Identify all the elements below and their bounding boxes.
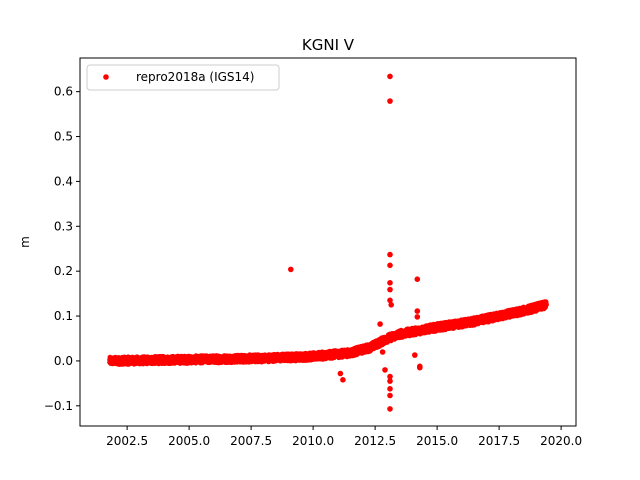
x-tick-label: 2002.5 [106, 434, 148, 448]
y-tick-label: 0.5 [54, 130, 73, 144]
x-tick-label: 2007.5 [230, 434, 272, 448]
y-axis: −0.1 0.0 0.1 0.2 0.3 0.4 0.5 0.6 [44, 85, 80, 413]
y-tick-label: 0.6 [54, 85, 73, 99]
outlier-point [387, 280, 393, 286]
outlier-point [387, 386, 393, 392]
outlier-point [388, 302, 395, 308]
x-tick-label: 2020.0 [540, 434, 582, 448]
y-axis-label: m [18, 236, 32, 248]
x-tick-label: 2005.0 [168, 434, 210, 448]
y-tick-label: 0.0 [54, 354, 73, 368]
outlier-point [412, 352, 418, 358]
outlier-point [414, 308, 421, 314]
legend: repro2018a (IGS14) [86, 64, 280, 91]
outlier-point [387, 98, 393, 104]
axes-frame [79, 57, 577, 427]
y-tick-label: 0.3 [54, 219, 73, 233]
x-tick-label: 2010.0 [292, 434, 334, 448]
x-tick-label: 2017.5 [478, 434, 520, 448]
x-tick-label: 2012.5 [354, 434, 396, 448]
legend-label: repro2018a (IGS14) [136, 70, 254, 84]
x-axis: 2002.5 2005.0 2007.5 2010.0 2012.5 2015.0 2017… [106, 426, 582, 448]
outlier-point [387, 378, 393, 384]
data-point [543, 302, 549, 308]
outlier-point [382, 367, 388, 373]
y-tick-label: −0.1 [44, 399, 73, 413]
outlier-point [387, 392, 393, 399]
outlier-point [387, 373, 393, 380]
y-tick-label: 0.1 [54, 309, 73, 323]
outlier-point [387, 73, 393, 80]
outlier-point [387, 251, 393, 258]
outlier-point [379, 349, 386, 355]
legend-box [86, 64, 280, 91]
chart-title: KGNI V [302, 36, 355, 54]
outlier-point [387, 262, 393, 269]
outlier-point [377, 321, 383, 327]
y-tick-label: 0.2 [54, 264, 73, 278]
outlier-point [387, 406, 393, 412]
outlier-point [414, 314, 421, 320]
outlier-point [417, 364, 423, 371]
outlier-point [387, 297, 393, 304]
outlier-point [340, 377, 346, 383]
data-points [107, 73, 549, 412]
x-tick-label: 2015.0 [416, 434, 458, 448]
y-tick-label: 0.4 [54, 174, 73, 188]
outlier-point [288, 266, 294, 273]
outlier-point [337, 370, 344, 377]
outlier-point [414, 276, 421, 283]
legend-marker [103, 74, 109, 80]
outlier-point [387, 286, 393, 293]
